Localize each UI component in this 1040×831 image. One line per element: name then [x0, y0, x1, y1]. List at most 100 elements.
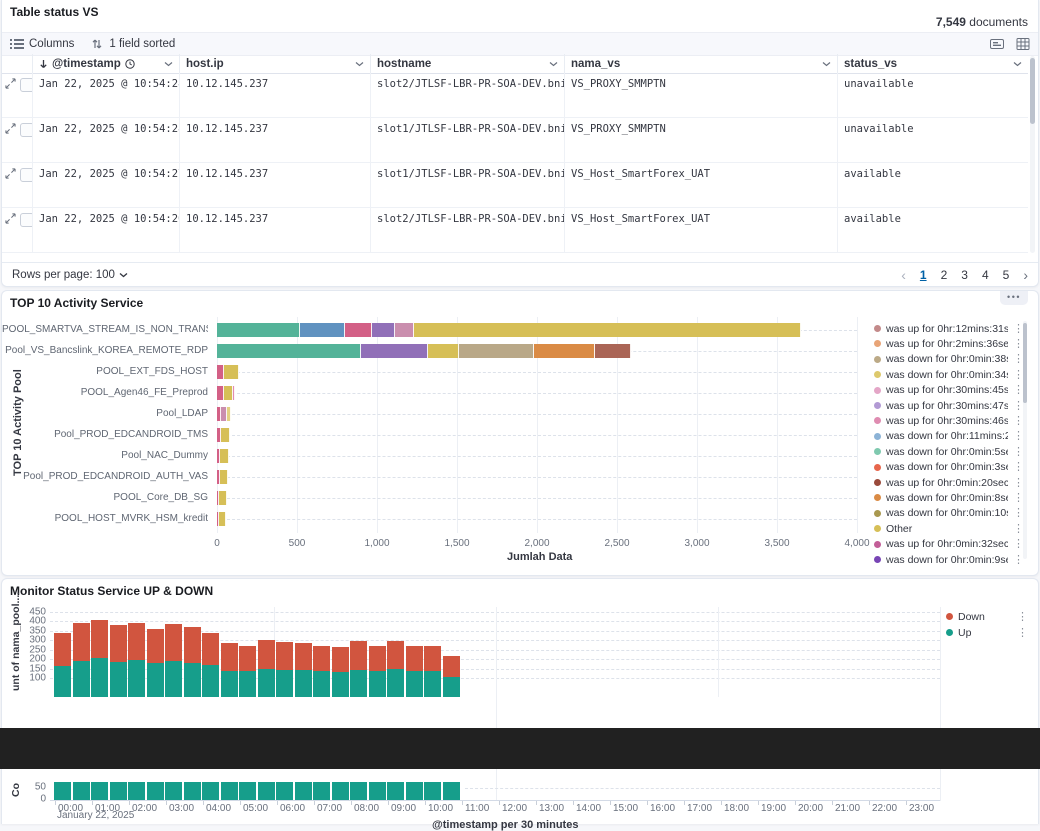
page-number-4[interactable]: 4 — [981, 267, 989, 282]
bar-down-segment[interactable] — [202, 632, 219, 666]
bar-segment[interactable] — [361, 344, 429, 358]
stacked-bar[interactable] — [217, 323, 801, 337]
bar-down-segment[interactable] — [239, 645, 256, 671]
stacked-bar[interactable] — [217, 428, 230, 442]
stacked-bar[interactable] — [217, 470, 228, 484]
bar-up-segment[interactable] — [405, 782, 423, 800]
bar-up-segment[interactable] — [220, 670, 238, 697]
legend-item[interactable]: was down for 0hr:0min:5sec ⋮ — [874, 444, 1024, 459]
page-number-2[interactable]: 2 — [940, 267, 948, 282]
bar-down-segment[interactable] — [72, 623, 90, 662]
legend-options-icon[interactable]: ⋮ — [1013, 384, 1024, 397]
stacked-bar[interactable] — [217, 449, 229, 463]
bar-down-segment[interactable] — [387, 640, 404, 670]
bar-segment[interactable] — [217, 407, 221, 421]
bar-up-segment[interactable] — [294, 782, 312, 800]
bar-up-segment[interactable] — [91, 782, 108, 800]
bar-up-segment[interactable] — [350, 782, 367, 800]
display-options-icon[interactable] — [990, 38, 1004, 50]
expand-row-icon[interactable] — [5, 78, 16, 89]
bar-up-segment[interactable] — [424, 782, 441, 800]
rows-per-page-button[interactable]: Rows per page: 100 — [12, 269, 128, 281]
bar-down-segment[interactable] — [331, 646, 349, 672]
bar-down-segment[interactable] — [257, 640, 275, 670]
bar-up-segment[interactable] — [424, 671, 441, 697]
page-number-1[interactable]: 1 — [919, 267, 927, 282]
bar-down-segment[interactable] — [146, 628, 164, 664]
bar-segment[interactable] — [394, 323, 414, 337]
legend-item[interactable]: was up for 0hr:0min:20sec ⋮ — [874, 475, 1024, 490]
bar-segment[interactable] — [458, 344, 534, 358]
legend-item[interactable]: was down for 0hr:11mins:2... ⋮ — [874, 429, 1024, 444]
bar-up-segment[interactable] — [165, 661, 182, 697]
legend-options-icon[interactable]: ⋮ — [1013, 507, 1024, 520]
bar-segment[interactable] — [533, 344, 595, 358]
legend-item[interactable]: was up for 0hr:0min:32sec ⋮ — [874, 537, 1024, 552]
bar-segment[interactable] — [217, 428, 221, 442]
bar-down-segment[interactable] — [294, 642, 312, 670]
bar-down-segment[interactable] — [183, 627, 201, 663]
bar-segment[interactable] — [219, 449, 229, 463]
legend-item[interactable]: was down for 0hr:0min:9sec ⋮ — [874, 552, 1024, 567]
bar-segment[interactable] — [217, 323, 301, 337]
legend-item[interactable]: Other ⋮ — [874, 521, 1024, 536]
legend-item[interactable]: was down for 0hr:0min:10sec ⋮ — [874, 506, 1024, 521]
bar-up-segment[interactable] — [257, 782, 275, 800]
bar-segment[interactable] — [594, 344, 632, 358]
bar-up-segment[interactable] — [183, 662, 201, 697]
bar-down-segment[interactable] — [442, 656, 460, 677]
legend-item[interactable]: was up for 0hr:30mins:45sec ⋮ — [874, 383, 1024, 398]
bar-up-segment[interactable] — [72, 782, 90, 800]
expand-row-icon[interactable] — [5, 168, 16, 179]
bar-segment[interactable] — [219, 470, 228, 484]
stacked-bar[interactable] — [217, 386, 235, 400]
expand-row-icon[interactable] — [5, 213, 16, 224]
legend-item[interactable]: was up for 0hr:12mins:31sec ⋮ — [874, 321, 1024, 336]
bar-segment[interactable] — [372, 323, 395, 337]
bar-segment[interactable] — [226, 407, 232, 421]
bar-down-segment[interactable] — [350, 641, 367, 670]
legend-options-icon[interactable]: ⋮ — [1013, 414, 1024, 427]
bar-up-segment[interactable] — [54, 665, 71, 697]
bar-segment[interactable] — [217, 386, 225, 400]
panel-options-button[interactable]: ••• — [1000, 291, 1028, 305]
bar-segment[interactable] — [428, 344, 459, 358]
bar-up-segment[interactable] — [368, 670, 386, 697]
bar-down-segment[interactable] — [128, 623, 145, 661]
bar-up-segment[interactable] — [442, 676, 460, 697]
legend-options-icon[interactable]: ⋮ — [1013, 430, 1024, 443]
columns-button[interactable]: Columns — [10, 38, 74, 50]
bar-down-segment[interactable] — [109, 625, 127, 663]
legend-item[interactable]: was up for 0hr:30mins:47sec ⋮ — [874, 398, 1024, 413]
bar-up-segment[interactable] — [54, 782, 71, 800]
bar-up-segment[interactable] — [72, 661, 90, 697]
bar-up-segment[interactable] — [128, 782, 145, 800]
bar-segment[interactable] — [224, 386, 233, 400]
table-scrollbar[interactable] — [1030, 56, 1035, 253]
bar-up-segment[interactable] — [202, 782, 219, 800]
bar-segment[interactable] — [219, 512, 227, 526]
bar-up-segment[interactable] — [146, 782, 164, 800]
legend-item[interactable]: was down for 0hr:0min:3sec ⋮ — [874, 460, 1024, 475]
legend-item[interactable]: was down for 0hr:0min:38s... ⋮ — [874, 352, 1024, 367]
bar-up-segment[interactable] — [239, 670, 256, 697]
bar-up-segment[interactable] — [146, 663, 164, 697]
bar-segment[interactable] — [219, 491, 228, 505]
legend-item[interactable]: was down for 0hr:0min:8sec ⋮ — [874, 490, 1024, 505]
bar-down-segment[interactable] — [54, 632, 71, 666]
bar-down-segment[interactable] — [165, 624, 182, 662]
expand-row-icon[interactable] — [5, 123, 16, 134]
bar-up-segment[interactable] — [183, 782, 201, 800]
bar-segment[interactable] — [217, 449, 220, 463]
legend-options-icon[interactable]: ⋮ — [1013, 368, 1024, 381]
stacked-bar[interactable] — [217, 365, 239, 379]
bar-segment[interactable] — [217, 470, 220, 484]
stacked-bar[interactable] — [217, 344, 632, 358]
legend-options-icon[interactable]: ⋮ — [1013, 476, 1024, 489]
bar-up-segment[interactable] — [350, 669, 367, 697]
legend-options-icon[interactable]: ⋮ — [1013, 491, 1024, 504]
header-cell-hostname[interactable]: hostname — [370, 54, 564, 73]
bar-segment[interactable] — [217, 365, 225, 379]
bar-up-segment[interactable] — [128, 660, 145, 697]
row-checkbox[interactable] — [20, 213, 32, 227]
